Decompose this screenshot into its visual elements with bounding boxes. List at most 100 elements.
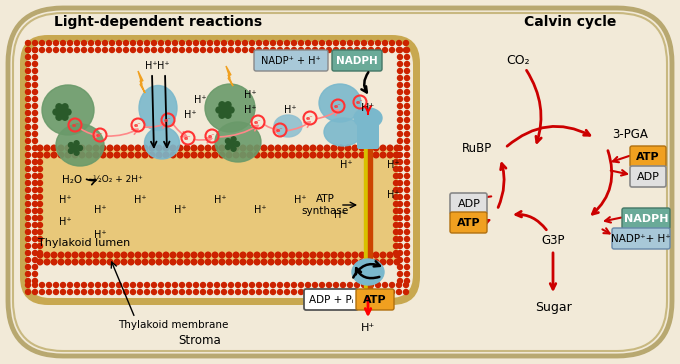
- Circle shape: [222, 107, 228, 113]
- Circle shape: [54, 282, 58, 288]
- Circle shape: [394, 152, 400, 158]
- Circle shape: [305, 47, 311, 52]
- Circle shape: [205, 152, 211, 158]
- Circle shape: [310, 252, 316, 258]
- Circle shape: [324, 259, 330, 265]
- Circle shape: [310, 152, 316, 158]
- Circle shape: [37, 222, 42, 228]
- Circle shape: [37, 145, 43, 151]
- Circle shape: [313, 282, 318, 288]
- Circle shape: [144, 289, 150, 294]
- Circle shape: [72, 252, 78, 258]
- Circle shape: [222, 40, 226, 46]
- Circle shape: [394, 244, 398, 249]
- Text: H⁺: H⁺: [387, 160, 399, 170]
- Circle shape: [405, 159, 409, 165]
- Circle shape: [186, 47, 192, 52]
- Circle shape: [207, 282, 212, 288]
- Circle shape: [65, 259, 71, 265]
- Circle shape: [380, 152, 386, 158]
- Circle shape: [345, 259, 351, 265]
- Circle shape: [326, 289, 332, 294]
- Circle shape: [405, 111, 409, 115]
- Text: e⁻: e⁻: [335, 104, 342, 109]
- Circle shape: [320, 282, 324, 288]
- Circle shape: [264, 47, 269, 52]
- Circle shape: [405, 194, 409, 199]
- Text: Sugar: Sugar: [534, 301, 571, 314]
- Circle shape: [380, 259, 386, 265]
- Circle shape: [320, 289, 324, 294]
- Circle shape: [398, 215, 403, 221]
- Circle shape: [359, 259, 364, 265]
- Circle shape: [268, 152, 274, 158]
- Circle shape: [405, 55, 409, 59]
- Circle shape: [212, 259, 218, 265]
- Circle shape: [275, 252, 281, 258]
- Circle shape: [216, 107, 222, 113]
- Circle shape: [37, 166, 42, 171]
- Circle shape: [44, 152, 50, 158]
- Circle shape: [180, 282, 184, 288]
- Circle shape: [95, 289, 101, 294]
- Circle shape: [33, 103, 37, 108]
- Circle shape: [67, 282, 73, 288]
- Circle shape: [33, 215, 37, 221]
- Circle shape: [277, 289, 282, 294]
- Circle shape: [51, 145, 57, 151]
- Circle shape: [26, 40, 31, 46]
- Circle shape: [51, 252, 57, 258]
- FancyBboxPatch shape: [450, 193, 487, 214]
- Circle shape: [129, 252, 134, 258]
- Circle shape: [165, 47, 171, 52]
- Text: NADP⁺+ H⁺: NADP⁺+ H⁺: [611, 234, 671, 244]
- Text: ATP
synthase: ATP synthase: [301, 194, 349, 216]
- Circle shape: [264, 40, 269, 46]
- Circle shape: [398, 96, 403, 102]
- Circle shape: [109, 40, 114, 46]
- Circle shape: [240, 252, 245, 258]
- Circle shape: [271, 289, 275, 294]
- Circle shape: [37, 181, 42, 186]
- Circle shape: [387, 152, 393, 158]
- Circle shape: [362, 47, 367, 52]
- Circle shape: [382, 47, 388, 52]
- Circle shape: [82, 289, 86, 294]
- Circle shape: [58, 152, 64, 158]
- Circle shape: [156, 152, 162, 158]
- Circle shape: [398, 55, 403, 59]
- Circle shape: [65, 252, 71, 258]
- Circle shape: [54, 289, 58, 294]
- Circle shape: [33, 131, 37, 136]
- Circle shape: [72, 145, 78, 151]
- Circle shape: [261, 145, 267, 151]
- Circle shape: [82, 282, 86, 288]
- Circle shape: [405, 250, 409, 256]
- Circle shape: [86, 252, 92, 258]
- Circle shape: [194, 282, 199, 288]
- Circle shape: [243, 47, 248, 52]
- Text: Stroma: Stroma: [179, 333, 222, 347]
- Circle shape: [33, 118, 37, 123]
- Circle shape: [107, 252, 113, 258]
- Circle shape: [33, 62, 37, 67]
- Circle shape: [375, 47, 381, 52]
- Circle shape: [310, 259, 316, 265]
- Circle shape: [338, 259, 344, 265]
- Circle shape: [33, 250, 37, 256]
- Circle shape: [33, 124, 37, 130]
- Circle shape: [131, 282, 135, 288]
- Circle shape: [375, 40, 381, 46]
- Text: NADPH: NADPH: [336, 56, 378, 66]
- Circle shape: [191, 152, 197, 158]
- Circle shape: [352, 152, 358, 158]
- Ellipse shape: [354, 108, 382, 128]
- Circle shape: [284, 40, 290, 46]
- Circle shape: [67, 47, 73, 52]
- Circle shape: [26, 209, 31, 214]
- Circle shape: [135, 152, 141, 158]
- Circle shape: [398, 111, 403, 115]
- Circle shape: [405, 215, 409, 221]
- Text: Calvin cycle: Calvin cycle: [524, 15, 616, 29]
- Circle shape: [103, 282, 107, 288]
